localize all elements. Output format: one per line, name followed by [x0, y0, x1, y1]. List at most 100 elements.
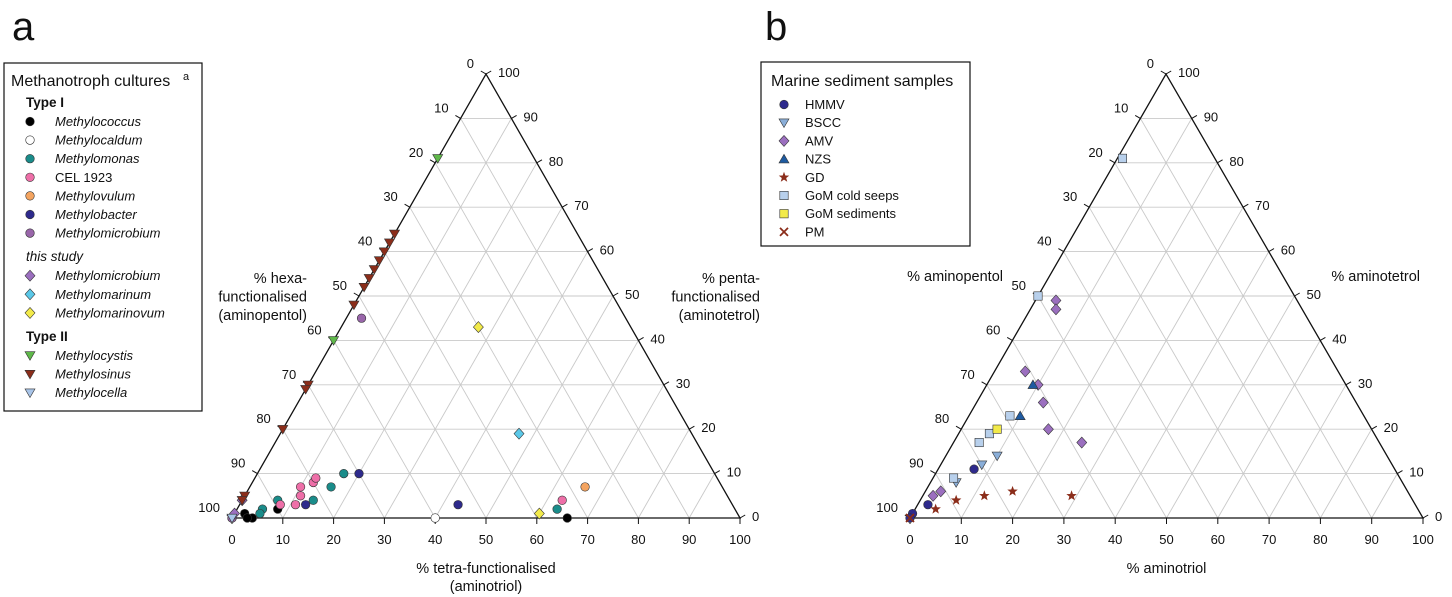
right-tick: [1345, 381, 1352, 386]
left-tick: [251, 470, 258, 475]
data-point: [326, 482, 336, 492]
legend-item-label: NZS: [805, 152, 831, 167]
data-point: [1005, 411, 1015, 421]
data-point: [1033, 291, 1043, 301]
data-point: [339, 469, 349, 479]
grid-line: [1166, 295, 1295, 519]
right-tick: [739, 514, 746, 519]
left-tick: [1160, 70, 1167, 75]
bottom-tick-label: 80: [631, 532, 645, 547]
right-tick-label: 90: [1204, 109, 1218, 124]
data-point: [348, 300, 360, 311]
grid-line: [1320, 428, 1372, 519]
series-methylosinus: [236, 229, 401, 506]
grid-line: [282, 428, 334, 519]
bottom-tick-label: 30: [1057, 532, 1071, 547]
data-point: [295, 482, 306, 492]
bottom-tick-label: 60: [1211, 532, 1225, 547]
grid-line: [485, 295, 614, 519]
data-point: [301, 500, 311, 510]
grid-b: [935, 117, 1398, 519]
grid-line: [358, 295, 487, 519]
data-point: [992, 424, 1002, 434]
right-tick: [511, 114, 517, 119]
bottom-tick-label: 100: [729, 532, 751, 547]
grid-line: [384, 206, 563, 519]
right-tick-label: 80: [549, 154, 563, 169]
right-tick: [1422, 514, 1429, 519]
data-point: [430, 513, 440, 523]
legend-item-label: Methylomarinum: [55, 287, 151, 302]
data-point: [328, 336, 340, 346]
legend-item-label: Methylocystis: [55, 348, 134, 363]
data-point: [236, 496, 248, 506]
right-tick-label: 20: [1384, 420, 1398, 435]
data-point: [378, 247, 390, 257]
legend-title-superscript: a: [183, 71, 190, 83]
left-tick-label: 90: [909, 456, 923, 471]
bottom-tick-label: 0: [906, 532, 913, 547]
right-tick-label: 80: [1229, 154, 1243, 169]
data-point: [950, 494, 962, 505]
legend-group-heading: this study: [26, 249, 84, 264]
legend-item-label: PM: [805, 224, 825, 239]
data-point: [1037, 396, 1049, 409]
right-tick: [1371, 425, 1378, 430]
grid-line: [587, 384, 665, 519]
right-tick-label: 10: [1409, 465, 1423, 480]
data-point: [984, 429, 994, 439]
data-point: [295, 491, 306, 501]
left-axis-label: % hexa-: [254, 271, 307, 287]
left-tick-label: 70: [960, 367, 974, 382]
data-point: [1007, 485, 1018, 496]
series-nzs: [1014, 379, 1039, 420]
data-point: [290, 500, 301, 510]
right-axis-label: functionalised: [671, 290, 760, 306]
grid-line: [638, 428, 690, 519]
legend-item-label: Methylocaldum: [55, 133, 143, 148]
grid-line: [1012, 340, 1116, 519]
legend-group-heading: Type II: [26, 329, 68, 344]
panel-b: 0 0 0 10 10 10 20 20 20 30 30 30 40 40 40 50 50 50 60 60 60 7…: [760, 5, 1442, 577]
right-axis-label: % aminotetrol: [1331, 269, 1420, 285]
left-tick-label: 10: [1114, 100, 1128, 115]
series-methylomarinovum: [472, 321, 545, 520]
grid-line: [1037, 295, 1167, 519]
left-tick-label: 100: [198, 500, 220, 515]
right-tick: [638, 336, 644, 341]
right-tick: [1242, 203, 1249, 208]
data-point: [354, 469, 364, 479]
legend-item-label: GoM sediments: [805, 206, 897, 221]
series-methylobacter: [301, 469, 463, 510]
right-tick: [536, 159, 543, 164]
bottom-axis-label: (aminotriol): [450, 579, 523, 595]
series-methylomonas: [255, 469, 562, 519]
data-point: [533, 507, 545, 520]
series-methylomicrobium: [227, 313, 367, 523]
left-tick-label: 20: [1088, 145, 1102, 160]
grid-line: [1268, 384, 1347, 519]
data-point-stroke: [905, 513, 915, 523]
grid-line: [935, 473, 962, 519]
data-point: [275, 500, 285, 510]
series-pm: [905, 513, 915, 523]
legend-marker: [24, 288, 36, 301]
left-tick-label: 40: [1037, 234, 1051, 249]
right-tick-label: 90: [523, 109, 537, 124]
left-tick-label: 60: [307, 322, 321, 337]
bottom-tick-label: 90: [1364, 532, 1378, 547]
data-point: [979, 490, 990, 501]
data-point: [311, 473, 321, 483]
series-methylococcus: [240, 504, 572, 523]
legend-marker: [25, 172, 35, 182]
legend-marker: [778, 134, 790, 147]
legend-item-label: AMV: [805, 133, 834, 148]
right-tick: [485, 70, 492, 75]
left-tick: [1134, 114, 1141, 119]
data-point: [1117, 153, 1127, 163]
data-point: [226, 513, 238, 524]
legend-item-label: CEL 1923: [55, 170, 112, 185]
legend-item-label: GoM cold seeps: [805, 188, 899, 203]
right-tick-label: 50: [625, 287, 639, 302]
legend-marker: [24, 306, 36, 319]
